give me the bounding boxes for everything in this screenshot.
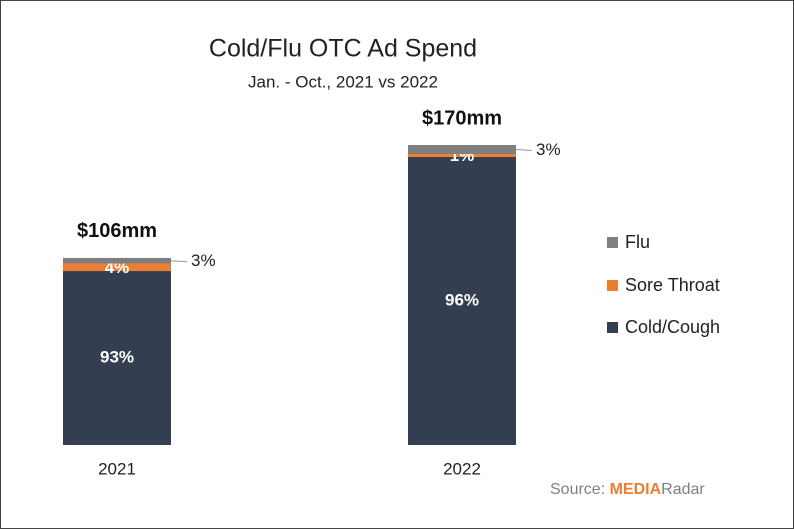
bar-segment <box>408 154 516 157</box>
bar-segment <box>63 271 171 445</box>
bar-segment <box>408 157 516 445</box>
leader-line <box>515 149 533 151</box>
legend-swatch <box>607 280 618 291</box>
leader-line <box>170 260 188 263</box>
value-label: 3% <box>191 251 216 270</box>
total-label: $170mm <box>422 107 502 129</box>
value-label: 3% <box>536 140 561 159</box>
legend-label: Sore Throat <box>625 275 720 295</box>
legend-swatch <box>607 322 618 333</box>
bar-segment <box>63 263 171 272</box>
bar-segment <box>63 257 171 264</box>
source: Source: MEDIARadar <box>550 481 705 498</box>
source-brand: MEDIA <box>610 481 662 498</box>
legend-label: Cold/Cough <box>625 317 720 337</box>
source-label: Source: <box>550 481 605 498</box>
x-tick-label: 2022 <box>443 459 481 478</box>
source-brand: Radar <box>661 481 705 498</box>
chart-title: Cold/Flu OTC Ad Spend <box>209 35 477 63</box>
total-label: $106mm <box>77 220 157 242</box>
legend-swatch <box>607 237 618 248</box>
x-tick-label: 2021 <box>98 459 136 478</box>
bar-segment <box>408 145 516 154</box>
value-label: 96% <box>445 290 479 309</box>
legend-label: Flu <box>625 232 650 252</box>
chart-subtitle: Jan. - Oct., 2021 vs 2022 <box>248 72 438 91</box>
value-label: 93% <box>100 348 134 367</box>
